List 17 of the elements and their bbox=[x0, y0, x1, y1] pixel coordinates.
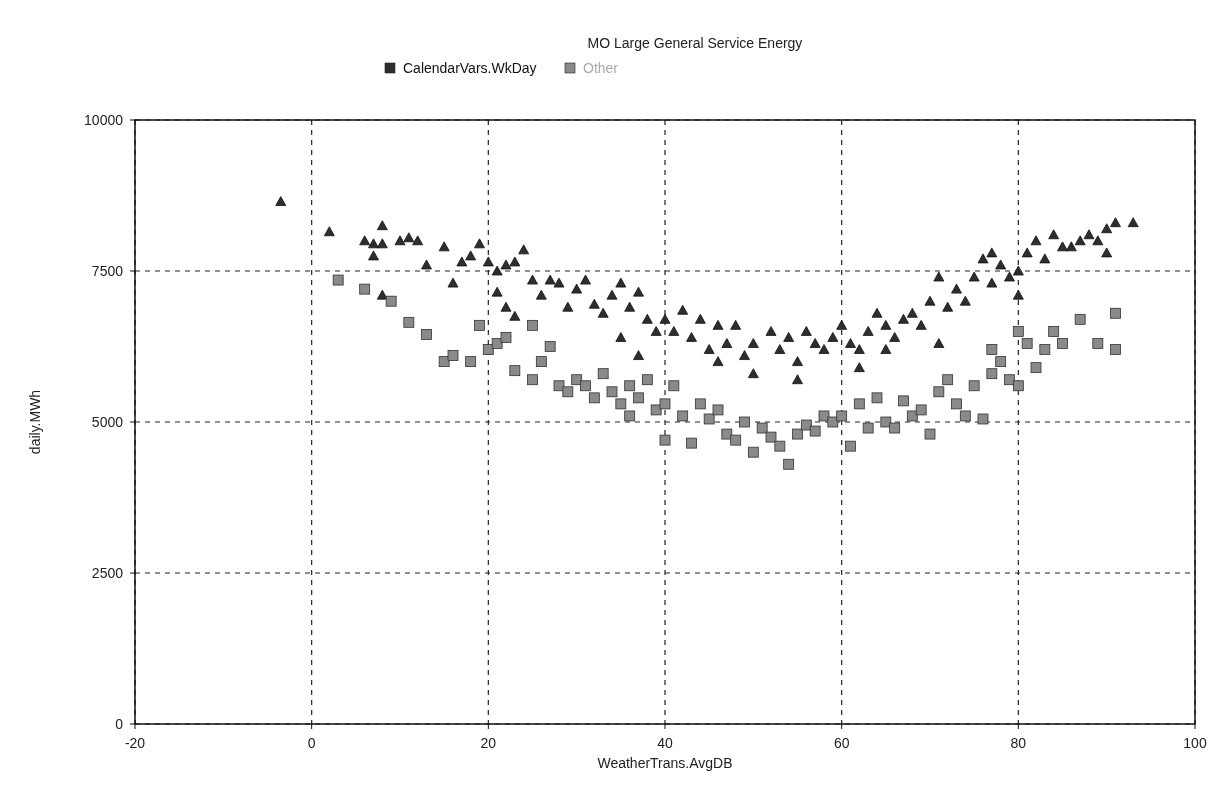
y-tick-label: 5000 bbox=[91, 414, 124, 430]
legend-label: Other bbox=[583, 60, 619, 76]
x-tick-label: 80 bbox=[1010, 735, 1027, 751]
x-tick-label: 40 bbox=[657, 735, 673, 751]
y-tick-label: 2500 bbox=[91, 565, 124, 581]
x-axis-title: WeatherTrans.AvgDB bbox=[597, 755, 733, 771]
x-tick-label: 20 bbox=[480, 735, 497, 751]
x-tick-label: 60 bbox=[833, 735, 850, 751]
y-axis-title: daily.MWh bbox=[27, 389, 43, 455]
legend-label: CalendarVars.WkDay bbox=[403, 60, 537, 76]
y-tick-label: 7500 bbox=[91, 263, 124, 279]
x-tick-label: 100 bbox=[1183, 735, 1207, 751]
x-tick-label: -20 bbox=[124, 735, 146, 751]
chart-title: MO Large General Service Energy bbox=[587, 35, 803, 51]
x-tick-label: 0 bbox=[307, 735, 316, 751]
y-tick-label: 0 bbox=[115, 716, 124, 732]
y-tick-label: 10000 bbox=[84, 112, 124, 128]
